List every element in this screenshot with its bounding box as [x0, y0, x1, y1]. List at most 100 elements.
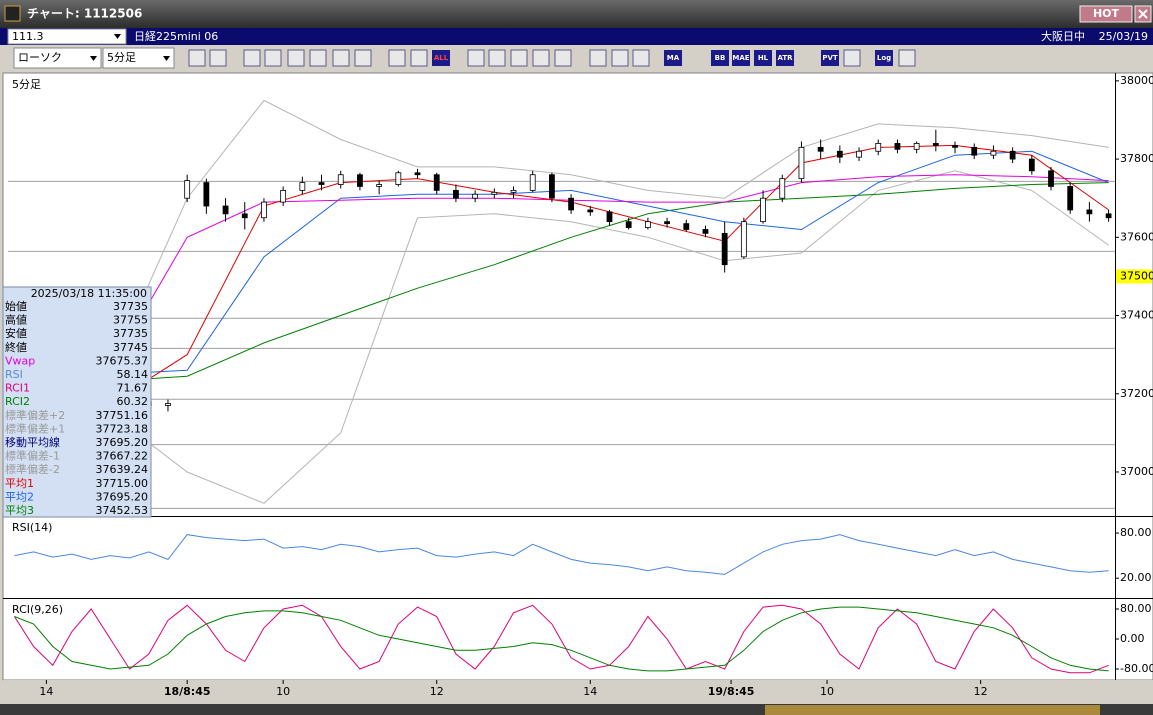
tool-button-label[interactable]: BB — [715, 54, 726, 62]
chart-type-combo[interactable] — [13, 47, 102, 69]
candle-body — [414, 172, 421, 176]
tool-button[interactable] — [821, 50, 839, 66]
tool-icon[interactable] — [209, 49, 227, 67]
hot-label[interactable]: HOT — [1093, 7, 1120, 20]
tool-button[interactable] — [776, 50, 794, 66]
symbol: 111.3 — [12, 30, 44, 43]
tool-icon[interactable] — [898, 49, 916, 67]
tool-icon[interactable] — [264, 49, 282, 67]
toolbar-icons: ALL MA BB MAE HL ATR PVT Log — [188, 49, 916, 67]
candle-body — [491, 191, 498, 195]
tool-icon[interactable] — [467, 49, 485, 67]
pane-title: 5分足 — [12, 78, 41, 91]
info-label: RCI2 — [5, 395, 30, 408]
tool-button[interactable] — [664, 50, 682, 66]
tool-icon[interactable] — [554, 49, 572, 67]
close-icon — [1138, 9, 1148, 19]
tool-button-label[interactable]: ALL — [434, 54, 449, 62]
candle-body — [836, 150, 843, 158]
candle-body — [913, 143, 920, 150]
scroll-thumb[interactable] — [765, 705, 1100, 715]
tool-button-label[interactable]: PVT — [822, 54, 838, 62]
info-label: 始値 — [5, 299, 27, 313]
tool-icon[interactable] — [843, 49, 861, 67]
indicator-line — [14, 534, 1109, 575]
info-value: 37452.53 — [96, 504, 149, 517]
indicator-line — [14, 606, 1109, 672]
y-tick-label: 37600 — [1120, 230, 1153, 243]
y-tick-label: 0.00 — [1120, 632, 1145, 645]
tool-icon[interactable] — [309, 49, 327, 67]
candle-body — [453, 189, 459, 199]
tool-button-label[interactable]: ATR — [777, 54, 793, 62]
tool-icon[interactable] — [611, 49, 629, 67]
info-value: 37695.20 — [96, 490, 149, 503]
tool-button-label[interactable]: MA — [667, 54, 680, 62]
info-label: 標準偏差+1 — [5, 421, 65, 435]
x-tick-label: 14 — [39, 685, 53, 698]
x-tick-label: 12 — [974, 685, 988, 698]
tool-icon[interactable] — [410, 49, 428, 67]
info-value: 37735 — [113, 327, 148, 340]
info-label: 平均2 — [5, 490, 34, 503]
info-value: 37745 — [113, 341, 148, 354]
tool-icon[interactable] — [332, 49, 350, 67]
x-axis: 14 18/8:45 10 12 14 19/8:45 10 12 — [39, 680, 988, 698]
chart-type: ローソク — [18, 51, 62, 64]
candle-body — [817, 146, 824, 152]
candle-body — [875, 143, 882, 152]
tool-icon[interactable] — [488, 49, 506, 67]
symbol-combo[interactable] — [7, 28, 127, 45]
interval-combo[interactable] — [102, 47, 175, 69]
candle-body — [299, 182, 306, 191]
candle-body — [337, 174, 344, 185]
tool-icon[interactable] — [287, 49, 305, 67]
candle-body — [664, 221, 670, 225]
tool-button[interactable] — [875, 50, 893, 66]
tool-button[interactable] — [732, 50, 750, 66]
candle-body — [241, 213, 248, 219]
price-marker-label: 37500 — [1120, 269, 1153, 282]
y-tick-label: -80.00 — [1120, 662, 1153, 675]
scrollbar[interactable] — [0, 704, 1153, 715]
tool-icon[interactable] — [532, 49, 550, 67]
candle-body — [395, 172, 402, 185]
tool-icon[interactable] — [188, 49, 206, 67]
tool-icon[interactable] — [354, 49, 372, 67]
tool-icon[interactable] — [589, 49, 607, 67]
indicator-line — [13, 604, 1109, 674]
info-value: 37639.24 — [96, 463, 149, 476]
tool-button[interactable] — [754, 50, 772, 66]
tool-button[interactable] — [711, 50, 729, 66]
candle-body — [952, 144, 958, 148]
tool-icon[interactable] — [510, 49, 528, 67]
overlay-line — [33, 170, 1109, 504]
candle-body — [971, 146, 978, 156]
info-value: 37751.16 — [96, 409, 149, 422]
tool-button-label[interactable]: HL — [758, 54, 769, 62]
interval: 5分足 — [107, 51, 136, 64]
tool-icon[interactable] — [243, 49, 261, 67]
info-label: 終値 — [5, 340, 27, 354]
tool-button-label[interactable]: Log — [877, 54, 891, 62]
info-value: 71.67 — [117, 382, 149, 395]
overlay-line — [33, 182, 1109, 383]
candle-body — [472, 193, 479, 199]
candle-body — [1086, 209, 1093, 215]
candle-body — [683, 223, 690, 230]
hot-button[interactable] — [1079, 5, 1133, 23]
y-tick-label: 80.00 — [1120, 602, 1152, 615]
candle-body — [1009, 150, 1016, 160]
info-value: 37667.22 — [96, 450, 149, 463]
session: 大阪日中 — [1041, 29, 1085, 43]
tool-icon[interactable] — [388, 49, 406, 67]
candle-body — [606, 211, 613, 223]
info-value: 37675.37 — [96, 354, 149, 367]
tool-button-label[interactable]: MAE — [732, 54, 749, 62]
tool-icon[interactable] — [632, 49, 650, 67]
tool-button[interactable] — [432, 50, 450, 66]
info-value: 60.32 — [117, 395, 149, 408]
y-tick-label: 80.00 — [1120, 526, 1152, 539]
candle-body — [568, 197, 574, 211]
